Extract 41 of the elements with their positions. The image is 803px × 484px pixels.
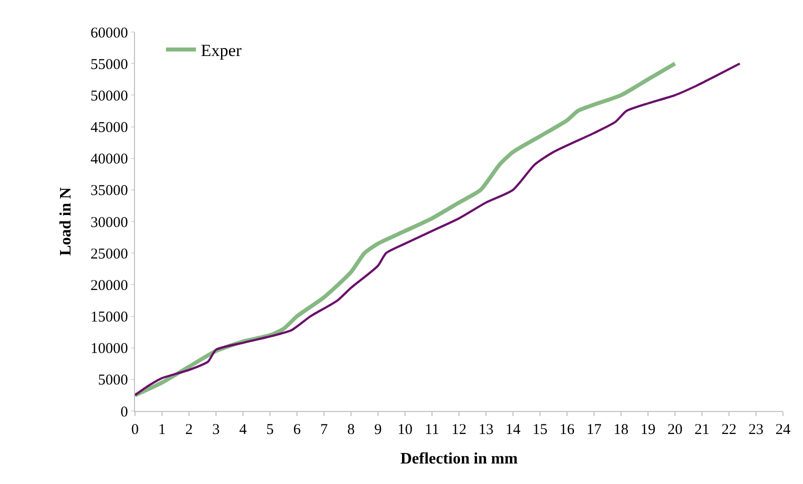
x-tick-label: 7	[320, 422, 328, 438]
x-tick-label: 16	[560, 422, 575, 438]
x-tick-label: 9	[374, 422, 382, 438]
x-tick-label: 13	[478, 422, 494, 438]
x-tick-label: 8	[347, 422, 355, 438]
x-tick-label: 0	[131, 422, 139, 438]
x-tick-label: 6	[293, 422, 302, 438]
x-tick-label: 21	[694, 422, 710, 438]
x-tick-label: 11	[424, 422, 440, 438]
x-tick-label: 10	[398, 422, 412, 438]
y-tick-label: 0	[120, 404, 128, 420]
y-tick-label: 35000	[90, 183, 128, 200]
x-tick-label: 12	[452, 422, 466, 438]
y-tick-label: 20000	[90, 278, 128, 294]
x-tick-label: 19	[640, 422, 656, 438]
x-tick-label: 23	[748, 422, 764, 438]
x-tick-label: 4	[239, 422, 248, 438]
x-tick-label: 20	[668, 422, 682, 438]
x-tick-label: 18	[614, 422, 628, 438]
y-tick-label: 5000	[98, 372, 128, 389]
x-tick-label: 14	[506, 422, 521, 438]
x-tick-label: 2	[185, 422, 193, 438]
x-tick-label: 5	[266, 422, 274, 438]
y-tick-label: 25000	[90, 246, 128, 262]
y-tick-label: 45000	[90, 120, 128, 136]
y-tick-label: 55000	[90, 56, 128, 73]
y-tick-label: 60000	[90, 25, 128, 42]
x-tick-label: 17	[586, 422, 602, 438]
x-tick-label: 1	[158, 422, 166, 438]
y-tick-label: 15000	[90, 310, 128, 326]
x-tick-label: 3	[212, 422, 220, 438]
y-tick-label: 30000	[90, 214, 128, 231]
x-tick-label: 24	[776, 422, 791, 438]
x-tick-label: 22	[722, 422, 736, 438]
y-tick-label: 40000	[90, 152, 128, 168]
legend-label: Exper	[200, 41, 242, 60]
x-tick-label: 15	[532, 422, 548, 438]
y-tick-label: 10000	[90, 341, 128, 358]
x-axis-title: Deflection in mm	[400, 450, 518, 468]
y-axis-title: Load in N	[57, 186, 74, 256]
y-tick-label: 50000	[90, 88, 128, 104]
